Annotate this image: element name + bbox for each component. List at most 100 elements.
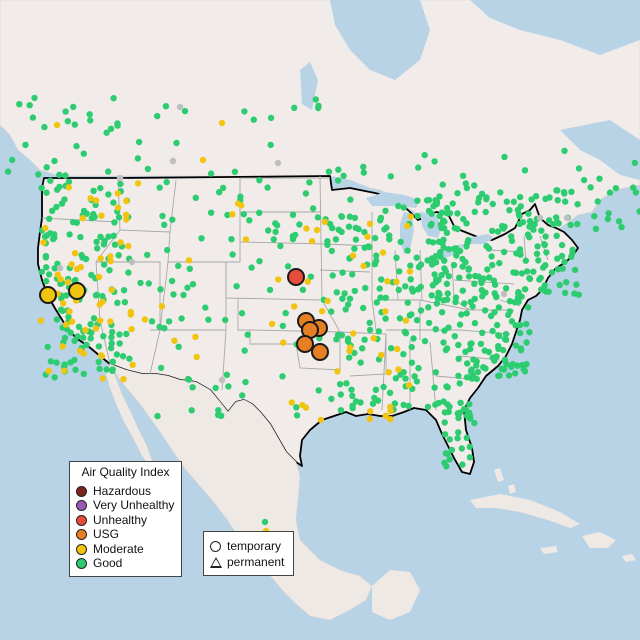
good-monitor [114,299,121,306]
good-monitor [489,200,496,208]
lake-superior [366,192,420,208]
good-monitor [366,319,373,326]
good-monitor [440,225,448,232]
good-monitor [83,341,90,348]
good-monitor [535,257,542,264]
good-monitor [328,395,335,402]
good-monitor [91,213,98,221]
good-monitor [455,372,462,379]
good-monitor [94,245,101,252]
legend-label: Hazardous [93,484,152,498]
good-monitor [400,401,407,409]
good-monitor [207,209,215,216]
good-monitor [47,177,54,184]
moderate-monitor [394,345,401,353]
good-monitor [532,193,540,200]
moderate-monitor [324,297,331,305]
monitor-usg [296,335,314,353]
good-monitor [443,463,450,470]
monitor-moderate [39,286,57,304]
good-monitor [432,369,439,376]
good-monitor [456,274,463,281]
good-monitor [333,336,340,343]
legend-label: temporary [227,539,282,553]
good-monitor [446,456,453,463]
inactive-monitor [169,157,177,165]
good-monitor [434,294,441,301]
good-monitor [615,218,623,225]
good-monitor [371,394,378,402]
good-monitor [491,290,498,297]
good-monitor [393,254,400,261]
good-monitor [328,308,335,315]
moderate-monitor [275,276,282,283]
good-monitor [438,309,446,316]
good-monitor [466,454,474,461]
good-monitor [474,368,482,376]
good-monitor [378,276,385,283]
good-monitor [240,211,247,218]
good-monitor [495,332,502,339]
good-monitor [417,307,425,314]
mexico-landmass [109,363,373,621]
good-monitor [105,191,112,198]
moderate-monitor [68,261,75,268]
good-monitor [568,253,575,260]
good-monitor [58,295,65,302]
good-monitor [466,414,473,421]
good-monitor [336,381,344,388]
good-monitor [57,306,65,313]
good-monitor [415,164,422,171]
moderate-monitor [98,212,105,219]
moderate-monitor [107,253,114,260]
good-monitor [231,168,239,175]
good-monitor [180,291,187,299]
good-monitor [554,219,561,226]
good-monitor [42,252,50,260]
good-monitor [22,141,29,149]
legend-label: permanent [227,555,285,569]
good-monitor [110,232,117,239]
good-monitor [267,141,274,149]
good-monitor [99,292,106,300]
moderate-monitor [129,361,136,368]
good-monitor [489,227,496,234]
good-monitor [455,414,462,422]
monitor-type-legend: temporary permanent [203,531,294,576]
moderate-monitor [95,273,103,281]
good-monitor [116,340,123,347]
good-monitor [517,347,525,354]
good-monitor [530,268,537,275]
good-monitor [41,123,48,131]
good-monitor [359,345,366,352]
good-monitor [523,339,530,346]
good-monitor [175,262,182,270]
good-monitor [45,271,53,278]
good-monitor [90,315,98,322]
good-monitor [451,245,458,252]
good-monitor [169,216,176,223]
good-monitor [312,96,319,103]
moderate-monitor [62,321,70,328]
good-monitor [237,193,244,200]
good-monitor [299,286,307,293]
good-monitor [495,343,502,350]
good-monitor [41,233,49,240]
inactive-monitor [563,214,571,222]
good-monitor [523,320,530,328]
good-monitor [115,214,123,221]
good-monitor [343,380,350,387]
good-monitor [517,203,524,210]
good-monitor [202,304,209,311]
good-monitor [574,220,581,228]
good-monitor [561,147,568,154]
good-monitor [526,329,533,336]
good-monitor [97,184,104,192]
moderate-monitor [123,197,130,205]
highlighted-monitors [39,268,329,361]
good-monitor [284,263,292,270]
good-monitor [488,253,495,260]
good-monitor [526,234,533,241]
good-monitor [425,319,433,327]
good-monitor [483,195,490,203]
